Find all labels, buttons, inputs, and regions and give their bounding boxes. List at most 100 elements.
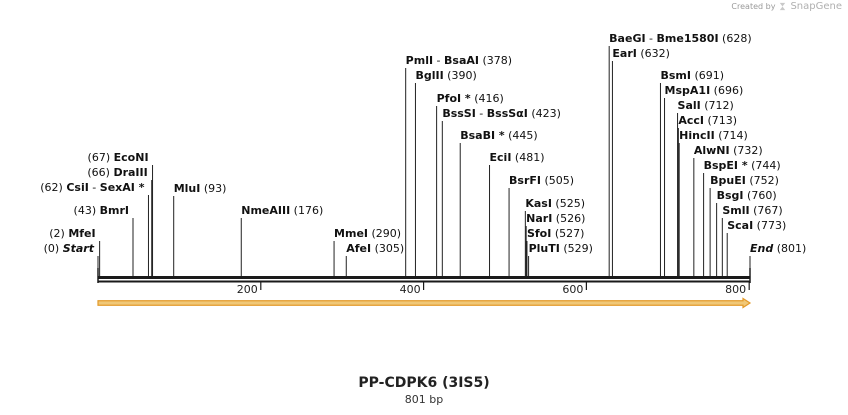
enzyme-name: BspEI * [704, 159, 748, 172]
site-label-bsrfi[interactable]: BsrFI (505) [509, 174, 574, 187]
enzyme-name: MmeI [334, 227, 368, 240]
site-position: (43) [74, 204, 97, 217]
site-label-bsmi[interactable]: BsmI (691) [660, 69, 724, 82]
site-label-nari[interactable]: NarI (526) [526, 212, 585, 225]
site-label-baegi[interactable]: BaeGI - Bme1580I (628) [609, 32, 751, 45]
orf-arrow[interactable] [97, 297, 752, 309]
site-position: (305) [375, 242, 405, 255]
site-position: (66) [87, 166, 110, 179]
site-label-econi[interactable]: (67) EcoNI [88, 151, 149, 164]
site-position: (529) [563, 242, 593, 255]
site-position: (416) [474, 92, 504, 105]
enzyme-name: DraIII [113, 166, 147, 179]
enzyme-name: SexAI * [100, 181, 145, 194]
site-position: (2) [49, 227, 65, 240]
sequence-length: 801 bp [404, 393, 444, 406]
snapgene-credit: Created by SnapGene [731, 1, 842, 12]
site-label-pmli[interactable]: PmlI - BsaAI (378) [406, 54, 512, 67]
site-label-alwni[interactable]: AlwNI (732) [694, 144, 763, 157]
site-label-bglii[interactable]: BglII (390) [415, 69, 476, 82]
site-label-csii[interactable]: (62) CsiI - SexAI * [40, 181, 144, 194]
site-label-sfoi[interactable]: SfoI (527) [527, 227, 584, 240]
site-position: (378) [483, 54, 513, 67]
site-label-ecii[interactable]: EciI (481) [490, 151, 545, 164]
site-label-acci[interactable]: AccI (713) [678, 114, 737, 127]
enzyme-name: BglII [415, 69, 443, 82]
site-position: (713) [708, 114, 738, 127]
site-label-start[interactable]: (0) Start [44, 242, 95, 255]
site-position: (744) [751, 159, 781, 172]
enzyme-name: HincII [679, 129, 715, 142]
site-label-bsabi[interactable]: BsaBI * (445) [460, 129, 538, 142]
enzyme-name: SmlI [722, 204, 749, 217]
enzyme-name: AfeI [346, 242, 371, 255]
enzyme-name: BmrI [100, 204, 129, 217]
enzyme-name: MluI [174, 182, 201, 195]
site-position: (93) [204, 182, 227, 195]
site-position: (760) [747, 189, 777, 202]
site-position: (712) [704, 99, 734, 112]
enzyme-name: EarI [612, 47, 636, 60]
ruler-tick-label: 200 [237, 283, 258, 296]
enzyme-name: AlwNI [694, 144, 730, 157]
site-position: (481) [515, 151, 545, 164]
enzyme-name: End [750, 242, 773, 255]
enzyme-name: BsmI [660, 69, 691, 82]
site-position: (691) [694, 69, 724, 82]
site-label-afei[interactable]: AfeI (305) [346, 242, 404, 255]
site-label-mlui[interactable]: MluI (93) [174, 182, 227, 195]
site-position: (773) [757, 219, 787, 232]
site-position: (696) [714, 84, 744, 97]
site-position: (176) [294, 204, 324, 217]
site-label-pluti[interactable]: PluTI (529) [529, 242, 593, 255]
enzyme-name: KasI [525, 197, 552, 210]
site-position: (801) [777, 242, 807, 255]
site-label-kasi[interactable]: KasI (525) [525, 197, 585, 210]
site-label-mfei[interactable]: (2) MfeI [49, 227, 95, 240]
site-label-scai[interactable]: ScaI (773) [727, 219, 786, 232]
site-position: (525) [555, 197, 585, 210]
site-label-hincii[interactable]: HincII (714) [679, 129, 748, 142]
linear-sequence-map: 200 400 600 800 (0) Start (2) MfeI (43) BmrI (6… [40, 32, 806, 309]
site-label-mspa1i[interactable]: MspA1I (696) [665, 84, 744, 97]
site-label-bsgi[interactable]: BsgI (760) [717, 189, 777, 202]
site-position: (0) [44, 242, 60, 255]
site-position: (752) [749, 174, 779, 187]
site-position: (445) [508, 129, 538, 142]
enzyme-name: SfoI [527, 227, 551, 240]
site-position: (423) [531, 107, 561, 120]
enzyme-name: BaeGI [609, 32, 645, 45]
site-label-nmeaiii[interactable]: NmeAIII (176) [241, 204, 323, 217]
site-label-smli[interactable]: SmlI (767) [722, 204, 782, 217]
ruler-tick-label: 400 [400, 283, 421, 296]
enzyme-name: PluTI [529, 242, 560, 255]
site-label-pfoi[interactable]: PfoI * (416) [437, 92, 504, 105]
site-label-sali[interactable]: SalI (712) [678, 99, 734, 112]
site-position: (732) [733, 144, 763, 157]
site-label-bmri[interactable]: (43) BmrI [74, 204, 129, 217]
enzyme-name: EciI [490, 151, 512, 164]
enzyme-name: MfeI [68, 227, 95, 240]
credit-brand: SnapGene [790, 1, 842, 12]
site-label-bspei[interactable]: BspEI * (744) [704, 159, 781, 172]
site-label-bpuei[interactable]: BpuEI (752) [710, 174, 779, 187]
enzyme-name: BssSαI [487, 107, 528, 120]
site-label-end[interactable]: End (801) [750, 242, 806, 255]
site-label-draiii[interactable]: (66) DraIII [87, 166, 147, 179]
site-label-mmei[interactable]: MmeI (290) [334, 227, 401, 240]
enzyme-name: BsrFI [509, 174, 541, 187]
site-position: (527) [555, 227, 585, 240]
site-label-eari[interactable]: EarI (632) [612, 47, 670, 60]
enzyme-name: BpuEI [710, 174, 746, 187]
site-position: (67) [88, 151, 111, 164]
enzyme-name: NarI [526, 212, 552, 225]
site-label-bsssi[interactable]: BssSI - BssSαI (423) [442, 107, 561, 120]
enzyme-name: Bme1580I [657, 32, 719, 45]
site-position: (390) [447, 69, 477, 82]
enzyme-name: BssSI [442, 107, 476, 120]
enzyme-name: SalI [678, 99, 701, 112]
site-position: (62) [40, 181, 63, 194]
enzyme-name: Start [63, 242, 95, 255]
enzyme-name: PmlI [406, 54, 433, 67]
enzyme-name: EcoNI [114, 151, 149, 164]
